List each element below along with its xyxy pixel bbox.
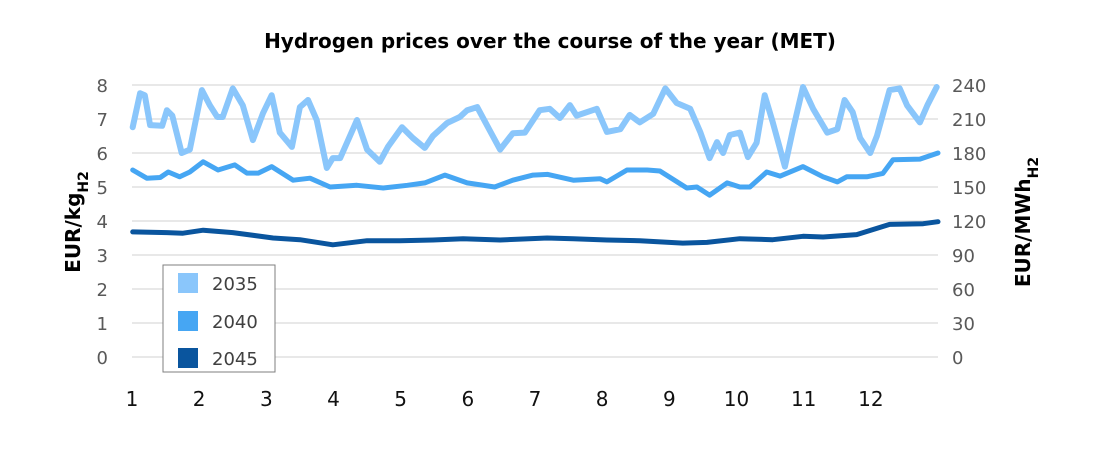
x-tick-label: 3 [260,387,273,411]
y-tick-label: 8 [97,76,108,97]
y2-tick-label: 30 [952,314,975,335]
x-tick-label: 9 [663,387,676,411]
y-tick-label: 6 [97,144,108,165]
y2-axis-label-main: EUR/MWh [1011,178,1035,287]
x-tick-label: 7 [529,387,542,411]
y-tick-label: 1 [97,314,108,335]
legend-swatch-2035 [178,273,198,293]
y-axis-label-sub: H2 [76,171,92,192]
series-line-2035 [129,84,940,171]
y-tick-label: 0 [97,348,108,369]
x-tick-label: 2 [193,387,206,411]
x-tick-label: 6 [461,387,474,411]
legend-label: 2045 [212,349,258,370]
legend-swatch-2045 [178,348,198,368]
x-tick-label: 1 [126,387,139,411]
x-tick-label: 12 [858,387,883,411]
y-tick-label: 3 [97,246,108,267]
series-line-2040 [130,150,941,198]
y-tick-label: 2 [97,280,108,301]
chart-title: Hydrogen prices over the course of the y… [264,29,836,53]
y2-tick-label: 210 [952,110,986,131]
x-tick-label: 4 [327,387,340,411]
y-axis-label: EUR/kgH2 [61,171,92,273]
y2-axis-label: EUR/MWhH2 [1011,157,1042,287]
legend-label: 2035 [212,274,258,295]
y2-tick-label: 60 [952,280,975,301]
y2-tick-label: 240 [952,76,986,97]
y2-tick-label: 90 [952,246,975,267]
x-tick-label: 8 [596,387,609,411]
y2-tick-label: 120 [952,212,986,233]
y-tick-label: 4 [97,212,108,233]
y2-tick-label: 180 [952,144,986,165]
y-tick-label: 7 [97,110,108,131]
y2-tick-label: 0 [952,348,963,369]
y2-axis-label-sub: H2 [1026,157,1042,178]
series-line-2045 [130,219,941,248]
x-tick-label: 5 [394,387,407,411]
legend-swatch-2040 [178,311,198,331]
y-tick-label: 5 [97,178,108,199]
x-tick-label: 11 [791,387,816,411]
legend: 2035 2040 2045 [162,264,276,373]
x-tick-label: 10 [724,387,749,411]
y2-tick-label: 150 [952,178,986,199]
legend-label: 2040 [212,312,258,333]
y-axis-label-main: EUR/kg [61,193,85,273]
